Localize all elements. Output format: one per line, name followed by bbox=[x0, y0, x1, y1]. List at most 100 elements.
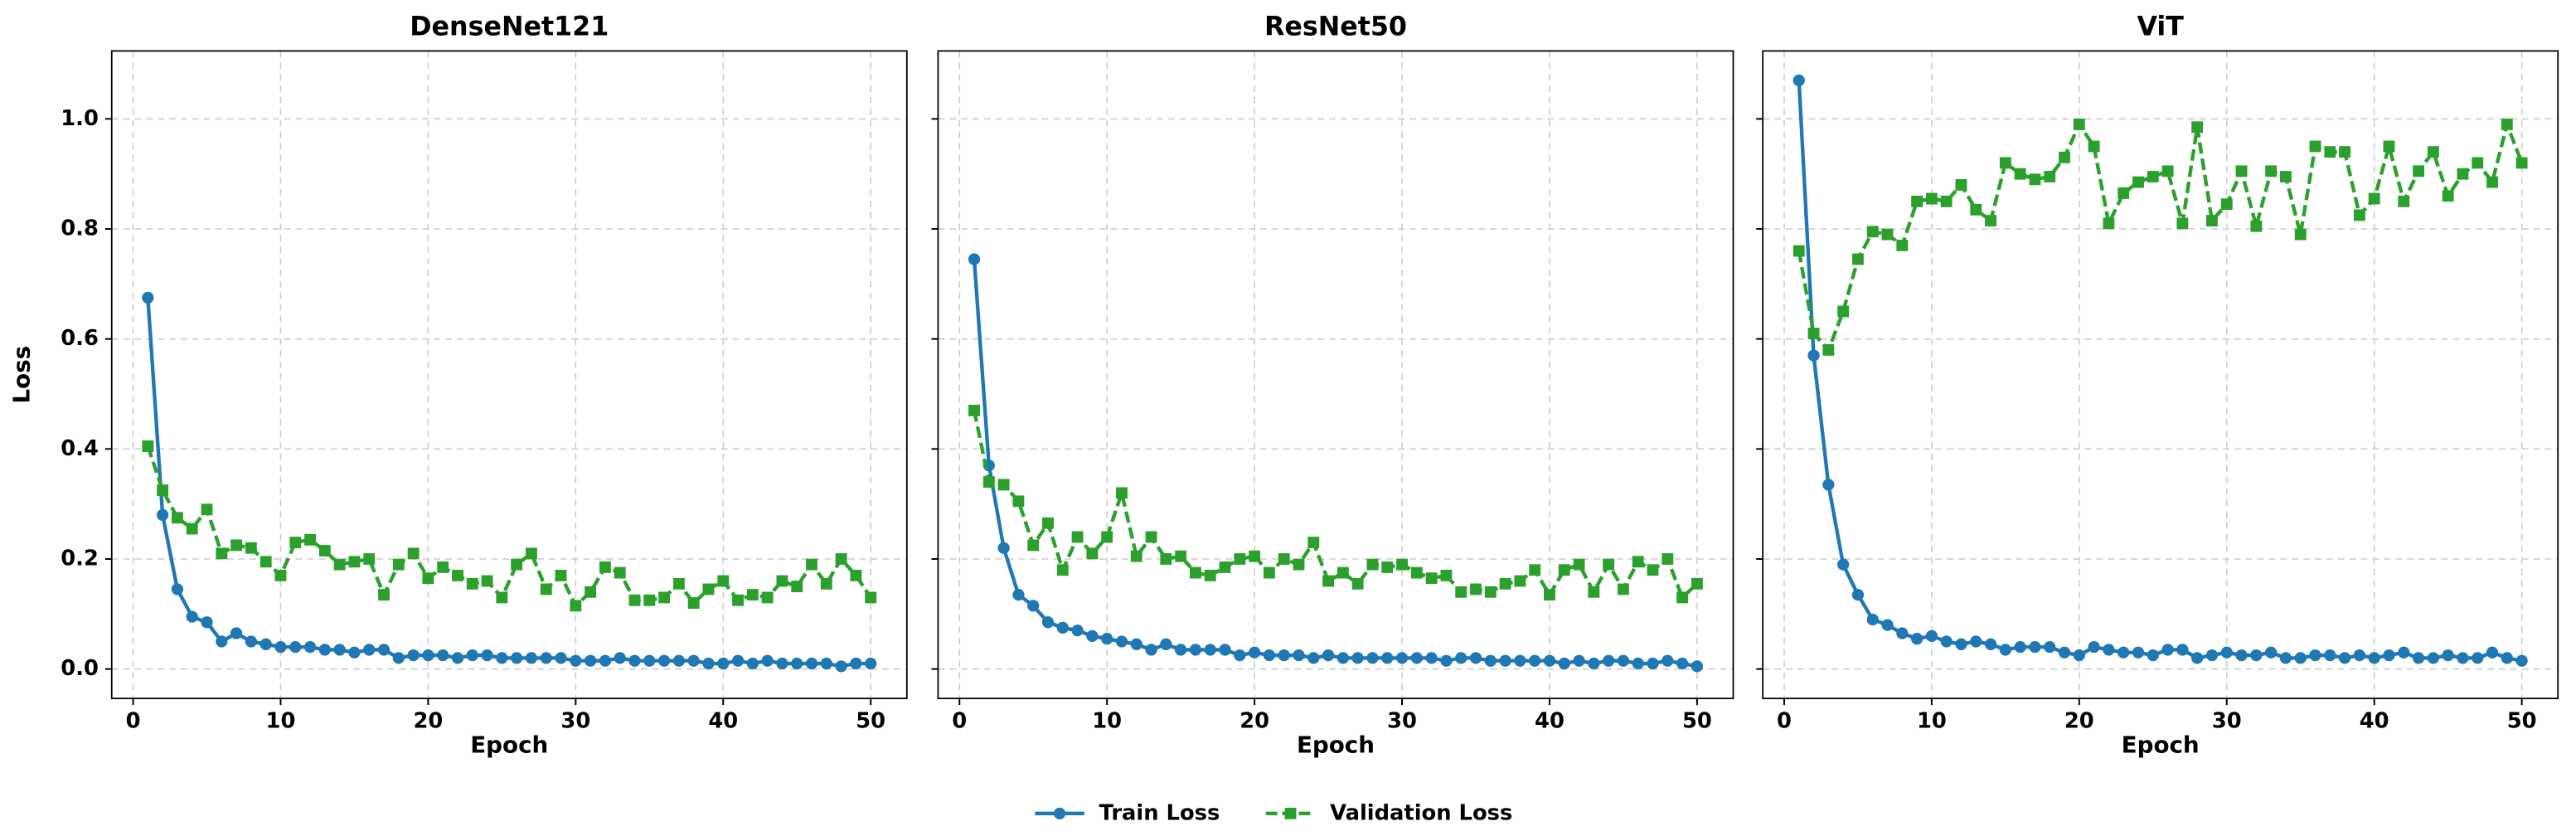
legend-label: Train Loss bbox=[1099, 800, 1220, 825]
marker bbox=[672, 577, 685, 590]
marker bbox=[1086, 547, 1099, 560]
marker bbox=[1440, 569, 1453, 581]
marker bbox=[216, 547, 228, 560]
marker bbox=[2058, 646, 2071, 659]
marker bbox=[1691, 660, 1704, 673]
marker bbox=[1499, 654, 1511, 667]
marker bbox=[2339, 146, 2351, 158]
marker bbox=[1647, 657, 1659, 670]
marker bbox=[658, 591, 671, 604]
marker bbox=[776, 657, 788, 670]
subplot: 0.0 0.2 0.4 0.6 0.8 1.0 0 10 20 30 40 50 DenseNet121… bbox=[8, 12, 908, 759]
marker bbox=[968, 404, 980, 416]
marker bbox=[1204, 569, 1216, 581]
marker bbox=[2383, 649, 2395, 662]
marker bbox=[1469, 652, 1482, 664]
marker bbox=[997, 479, 1010, 491]
marker bbox=[2073, 119, 2085, 130]
marker bbox=[526, 547, 537, 560]
marker bbox=[672, 654, 686, 667]
marker bbox=[628, 654, 641, 667]
marker bbox=[2073, 649, 2085, 662]
plot-frame bbox=[937, 50, 1734, 700]
marker bbox=[1588, 586, 1600, 598]
marker bbox=[1866, 226, 1879, 238]
subplot-title: DenseNet121 bbox=[410, 12, 609, 42]
marker bbox=[1160, 638, 1172, 650]
marker bbox=[2486, 176, 2498, 188]
marker bbox=[171, 512, 183, 524]
marker bbox=[1396, 558, 1408, 571]
marker bbox=[260, 556, 272, 568]
marker bbox=[1632, 657, 1644, 670]
x-tick-label: 0 bbox=[1777, 708, 1792, 733]
marker bbox=[1807, 349, 1820, 362]
marker bbox=[1381, 652, 1394, 664]
y-axis-label: Loss bbox=[8, 346, 36, 404]
marker bbox=[2486, 646, 2499, 659]
marker bbox=[496, 652, 508, 664]
marker bbox=[2059, 151, 2070, 163]
marker bbox=[761, 591, 774, 604]
marker bbox=[1470, 583, 1482, 595]
x-tick-label: 20 bbox=[2064, 708, 2094, 733]
marker bbox=[1278, 553, 1290, 565]
x-tick-label: 30 bbox=[2212, 708, 2242, 733]
marker bbox=[1793, 74, 1805, 87]
marker bbox=[584, 654, 597, 667]
x-tick-label: 0 bbox=[126, 708, 141, 733]
marker bbox=[1514, 575, 1526, 587]
marker bbox=[820, 657, 832, 670]
marker bbox=[407, 649, 420, 662]
marker bbox=[2161, 165, 2174, 177]
marker bbox=[1086, 629, 1099, 642]
marker bbox=[997, 542, 1010, 554]
marker bbox=[2427, 652, 2439, 664]
marker bbox=[1837, 305, 1850, 318]
marker bbox=[1101, 531, 1113, 543]
marker bbox=[1925, 192, 1938, 205]
marker bbox=[1351, 577, 1364, 590]
marker bbox=[157, 484, 169, 497]
marker bbox=[540, 583, 552, 595]
marker bbox=[731, 654, 745, 667]
marker bbox=[2309, 140, 2321, 153]
marker bbox=[2324, 649, 2336, 662]
subplot: 0 10 20 30 40 50 ResNet50 Epoch bbox=[931, 12, 1734, 759]
x-axis-label: Epoch bbox=[2122, 732, 2200, 759]
marker bbox=[1284, 807, 1297, 819]
marker bbox=[1999, 157, 2011, 169]
marker bbox=[1410, 566, 1423, 579]
marker bbox=[1249, 550, 1261, 562]
marker bbox=[1337, 652, 1349, 664]
marker bbox=[466, 577, 478, 590]
marker bbox=[1999, 644, 2011, 656]
marker bbox=[511, 652, 523, 664]
marker bbox=[1248, 646, 1261, 659]
marker bbox=[392, 652, 405, 664]
marker bbox=[643, 594, 656, 606]
marker bbox=[1395, 652, 1409, 664]
marker bbox=[1529, 564, 1541, 576]
marker bbox=[1822, 344, 1835, 356]
marker bbox=[1145, 644, 1157, 656]
marker bbox=[525, 652, 538, 664]
marker bbox=[481, 649, 493, 662]
marker bbox=[2264, 646, 2278, 659]
marker bbox=[2161, 644, 2174, 656]
marker bbox=[1322, 649, 1335, 662]
marker bbox=[2220, 198, 2233, 211]
marker bbox=[1851, 588, 1865, 601]
marker bbox=[2132, 176, 2144, 188]
marker bbox=[348, 646, 361, 659]
marker bbox=[1970, 203, 1982, 216]
marker bbox=[702, 657, 715, 670]
marker bbox=[1351, 652, 1364, 664]
x-axis-label: Epoch bbox=[470, 732, 548, 759]
marker bbox=[511, 558, 523, 571]
marker bbox=[1603, 654, 1615, 667]
marker bbox=[570, 654, 582, 667]
marker bbox=[1573, 558, 1585, 571]
marker bbox=[1293, 649, 1305, 662]
